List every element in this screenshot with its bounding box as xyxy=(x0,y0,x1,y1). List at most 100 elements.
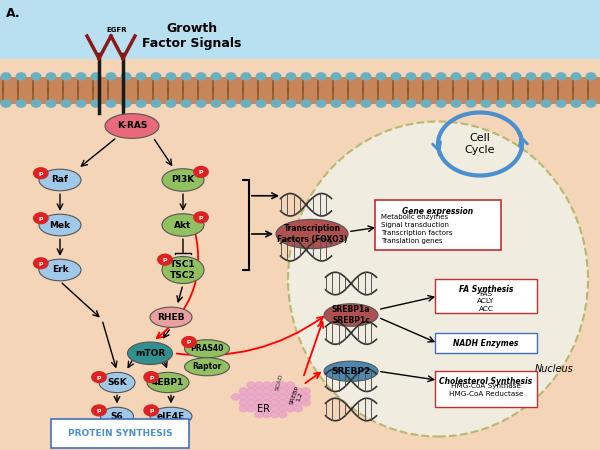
Circle shape xyxy=(278,394,287,400)
Circle shape xyxy=(239,394,248,400)
Circle shape xyxy=(511,100,521,107)
Text: p: p xyxy=(38,171,43,176)
Circle shape xyxy=(239,388,248,394)
Text: PI3K: PI3K xyxy=(172,176,194,184)
Text: p: p xyxy=(38,261,43,266)
Ellipse shape xyxy=(99,373,135,392)
Ellipse shape xyxy=(288,122,588,436)
Circle shape xyxy=(241,73,251,80)
Circle shape xyxy=(211,100,221,107)
Circle shape xyxy=(391,100,401,107)
Circle shape xyxy=(76,100,86,107)
Circle shape xyxy=(526,100,536,107)
Circle shape xyxy=(361,73,371,80)
Circle shape xyxy=(91,100,101,107)
Circle shape xyxy=(278,382,287,388)
FancyBboxPatch shape xyxy=(435,333,537,353)
Circle shape xyxy=(1,73,11,80)
Circle shape xyxy=(31,73,41,80)
Circle shape xyxy=(556,73,566,80)
Text: S6: S6 xyxy=(110,412,124,421)
Circle shape xyxy=(406,100,416,107)
Text: Translation genes: Translation genes xyxy=(381,238,443,244)
Text: Raf: Raf xyxy=(52,176,68,184)
Ellipse shape xyxy=(162,214,204,236)
Circle shape xyxy=(16,100,26,107)
Circle shape xyxy=(166,73,176,80)
Circle shape xyxy=(247,405,256,412)
Circle shape xyxy=(481,100,491,107)
Circle shape xyxy=(331,100,341,107)
Circle shape xyxy=(286,73,296,80)
Text: Signal transduction: Signal transduction xyxy=(381,222,449,228)
Circle shape xyxy=(106,73,116,80)
Text: EGFR: EGFR xyxy=(107,27,127,32)
Text: Transcription
Factors (FOXO3): Transcription Factors (FOXO3) xyxy=(277,224,347,244)
Text: PROTEIN SYNTHESIS: PROTEIN SYNTHESIS xyxy=(68,428,172,437)
Ellipse shape xyxy=(39,214,81,236)
Circle shape xyxy=(541,100,551,107)
Circle shape xyxy=(421,73,431,80)
Circle shape xyxy=(406,73,416,80)
Circle shape xyxy=(46,100,56,107)
Circle shape xyxy=(226,100,236,107)
Ellipse shape xyxy=(162,256,204,284)
Circle shape xyxy=(166,100,176,107)
Circle shape xyxy=(278,400,287,406)
Circle shape xyxy=(158,254,172,265)
Circle shape xyxy=(247,382,256,388)
Ellipse shape xyxy=(39,259,81,281)
Circle shape xyxy=(391,73,401,80)
Circle shape xyxy=(247,400,256,406)
Circle shape xyxy=(226,73,236,80)
Ellipse shape xyxy=(147,373,189,392)
Circle shape xyxy=(256,100,266,107)
Text: Mek: Mek xyxy=(49,220,71,230)
Circle shape xyxy=(271,100,281,107)
Text: p: p xyxy=(38,216,43,221)
Circle shape xyxy=(256,73,266,80)
Circle shape xyxy=(466,73,476,80)
Circle shape xyxy=(436,100,446,107)
Circle shape xyxy=(121,100,131,107)
Text: ACLY: ACLY xyxy=(478,298,494,304)
Text: p: p xyxy=(97,374,101,380)
Circle shape xyxy=(286,400,295,406)
Circle shape xyxy=(151,73,161,80)
Text: Raptor: Raptor xyxy=(193,362,221,371)
Text: Gene expression: Gene expression xyxy=(403,207,473,216)
Circle shape xyxy=(76,73,86,80)
Ellipse shape xyxy=(324,304,378,326)
Text: mTOR: mTOR xyxy=(135,349,165,358)
Text: Metabolic enzymes: Metabolic enzymes xyxy=(381,214,448,220)
Circle shape xyxy=(34,213,48,224)
Circle shape xyxy=(34,168,48,179)
Circle shape xyxy=(271,400,279,406)
Circle shape xyxy=(278,411,287,418)
Circle shape xyxy=(263,394,271,400)
Circle shape xyxy=(361,100,371,107)
Circle shape xyxy=(376,100,386,107)
Circle shape xyxy=(151,100,161,107)
FancyBboxPatch shape xyxy=(0,0,600,58)
Ellipse shape xyxy=(150,407,192,425)
Text: SCAD: SCAD xyxy=(274,374,284,392)
Circle shape xyxy=(263,411,271,418)
Circle shape xyxy=(286,382,295,388)
Text: FA Synthesis: FA Synthesis xyxy=(459,285,513,294)
Circle shape xyxy=(278,388,287,394)
Text: p: p xyxy=(187,339,191,345)
Circle shape xyxy=(294,394,302,400)
Circle shape xyxy=(451,73,461,80)
Text: Nucleus: Nucleus xyxy=(534,364,573,374)
Circle shape xyxy=(255,388,263,394)
Circle shape xyxy=(211,73,221,80)
Circle shape xyxy=(144,372,158,382)
Text: Cholesterol Synthesis: Cholesterol Synthesis xyxy=(439,377,533,386)
Text: p: p xyxy=(149,408,154,413)
Circle shape xyxy=(136,73,146,80)
Circle shape xyxy=(496,100,506,107)
Circle shape xyxy=(481,73,491,80)
Circle shape xyxy=(271,411,279,418)
Circle shape xyxy=(316,73,326,80)
